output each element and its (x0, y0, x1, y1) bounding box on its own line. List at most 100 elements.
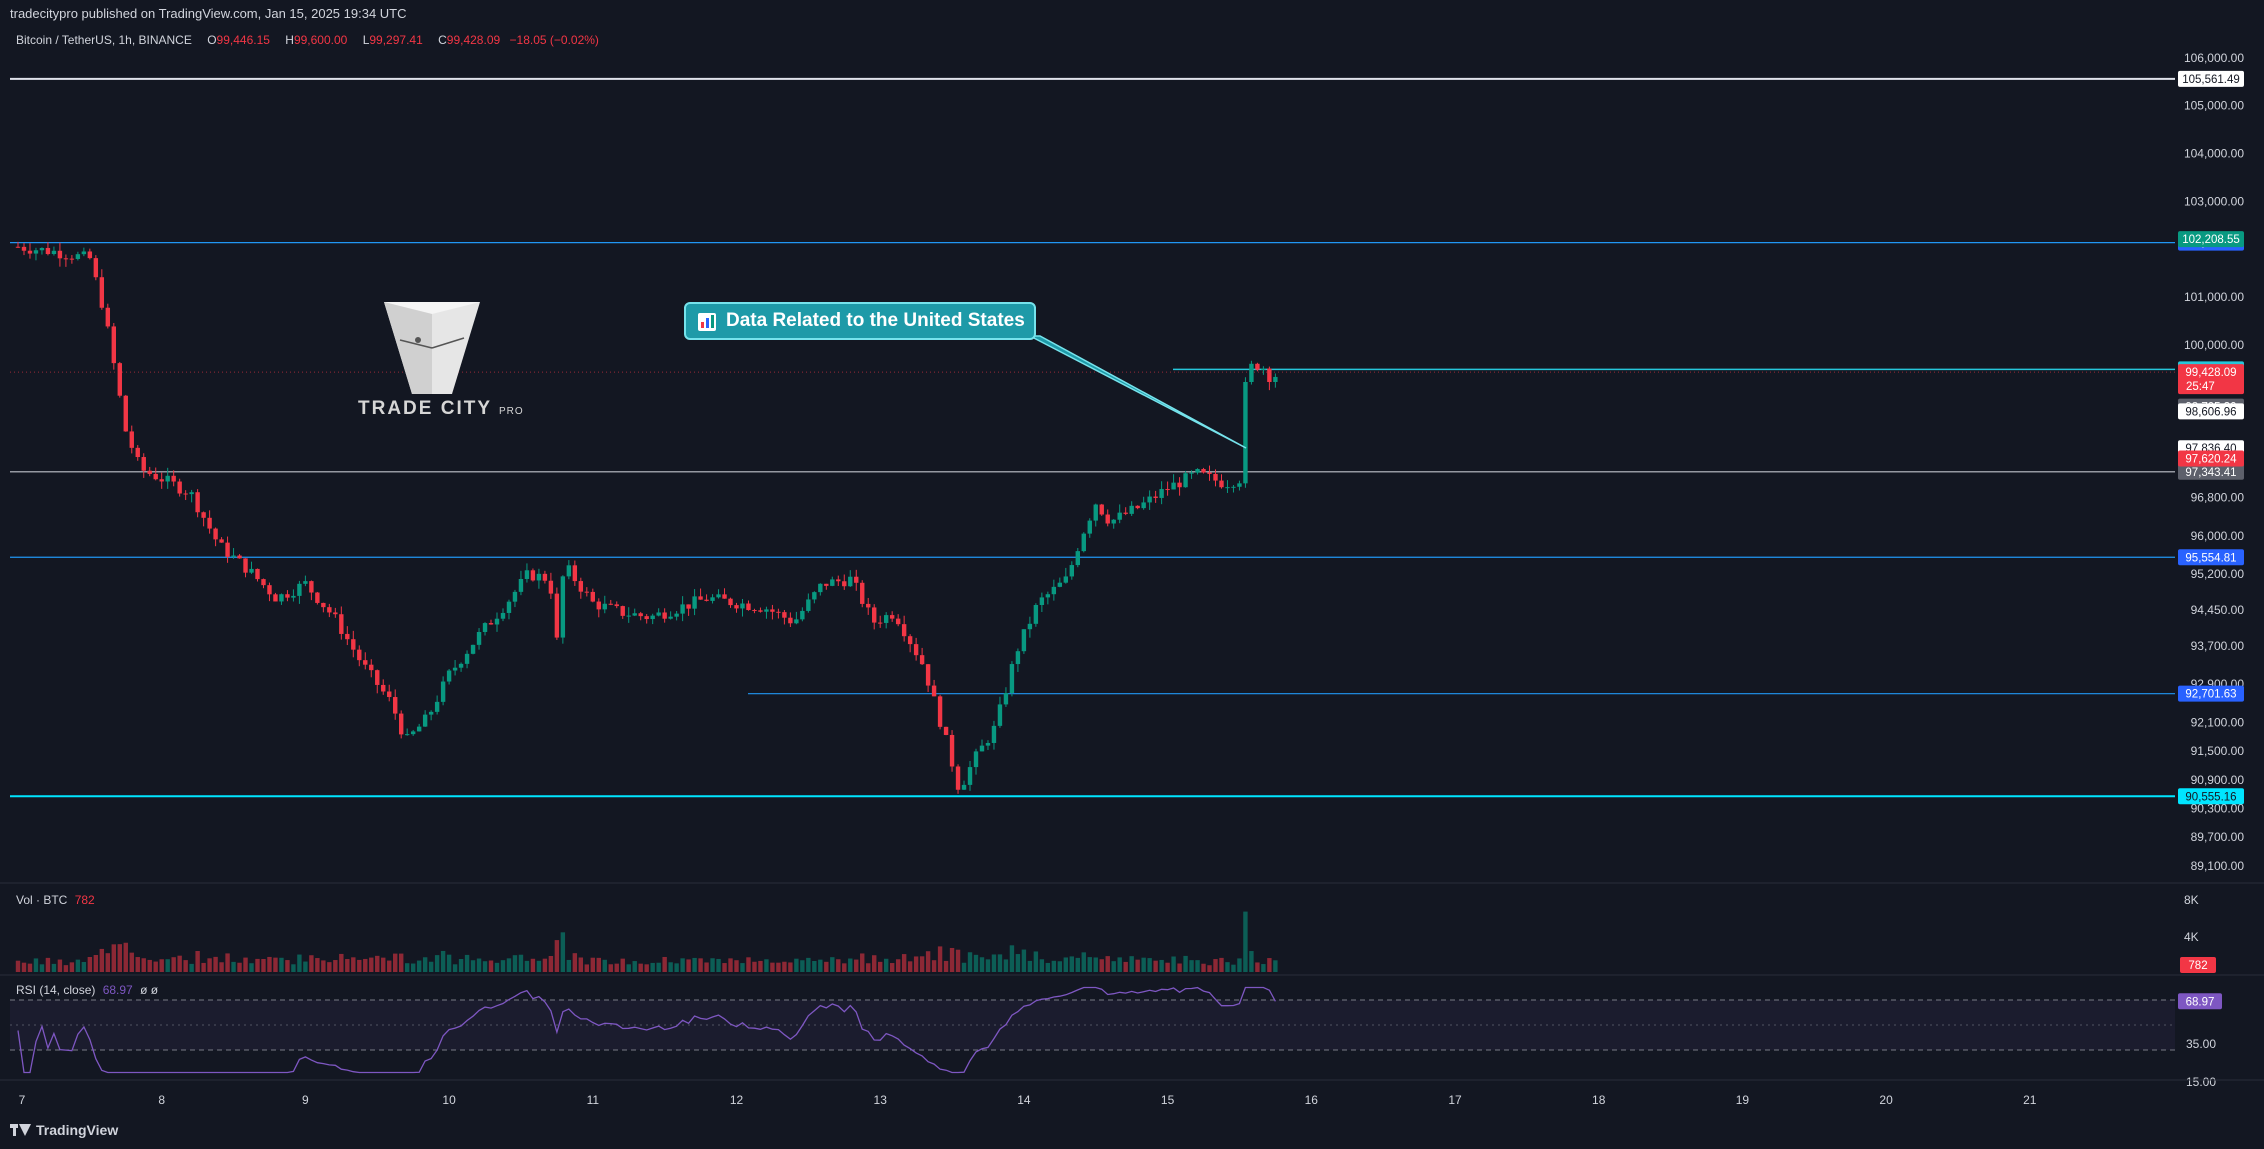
volume-bar (752, 961, 757, 972)
candle (1123, 507, 1128, 516)
candle-body (1021, 629, 1027, 652)
candle (273, 592, 278, 602)
publisher-line: tradecitypro published on TradingView.co… (10, 6, 407, 21)
candle-body (961, 784, 967, 790)
candle-body (836, 579, 841, 582)
volume-bar (997, 954, 1003, 972)
volume-bar (680, 958, 685, 972)
candle (1045, 591, 1051, 605)
candle-body (937, 696, 943, 727)
volume-bar (476, 958, 482, 972)
candle (1189, 470, 1194, 479)
candle-body (482, 623, 488, 632)
tradingview-footer[interactable]: TradingView (10, 1122, 118, 1138)
candle (740, 598, 745, 617)
candle-body (225, 542, 230, 557)
candle (333, 607, 338, 618)
candle (440, 676, 446, 706)
open-label: O (207, 33, 217, 47)
candle (590, 588, 595, 603)
volume-bar (345, 959, 350, 972)
candle (979, 739, 985, 752)
candle-body (848, 576, 853, 587)
candle-body (1159, 489, 1164, 498)
candle-body (1051, 586, 1057, 595)
volume-bar (327, 962, 332, 972)
annotation-callout[interactable]: Data Related to the United States (684, 302, 1036, 340)
candle-body (991, 725, 997, 743)
candle (1099, 503, 1104, 516)
symbol-line[interactable]: Bitcoin / TetherUS, 1h, BINANCE (16, 33, 192, 47)
rsi-legend[interactable]: RSI (14, close) 68.97 ø ø (16, 983, 158, 997)
volume-bar (1063, 957, 1069, 972)
candle-body (800, 610, 805, 620)
candle (15, 241, 21, 248)
candle-body (704, 599, 709, 601)
volume-bar (225, 953, 230, 972)
horizontal-lines-layer (10, 77, 2175, 798)
candle-body (728, 598, 733, 606)
candle-body (578, 581, 584, 592)
volume-bar (842, 963, 847, 972)
candle-body (422, 714, 428, 727)
candle (842, 574, 847, 590)
candle-body (770, 609, 775, 612)
candle (201, 511, 206, 527)
candle-body (15, 246, 21, 248)
candle (1165, 481, 1170, 496)
candle (656, 608, 661, 617)
volume-bar (303, 961, 308, 972)
candle-body (279, 594, 284, 602)
candle (87, 248, 93, 260)
candle (943, 726, 949, 736)
candle-body (261, 579, 266, 586)
volume-bar (243, 957, 248, 972)
rsi-tag: 68.97 (2186, 996, 2215, 1008)
volume-bar (824, 961, 829, 972)
candle-body (321, 602, 326, 608)
candle-body (488, 623, 494, 625)
volume-bar (267, 956, 272, 972)
volume-legend[interactable]: Vol · BTC 782 (16, 893, 95, 907)
time-axis-layer: 7 8 9 10 11 12 13 14 15 16 17 18 19 20 21 (19, 1093, 2037, 1107)
volume-bar (650, 962, 655, 972)
candle (632, 608, 637, 617)
volume-bar (985, 959, 991, 972)
candle-body (1027, 623, 1033, 630)
volume-bar (1147, 958, 1152, 972)
volume-bar (494, 962, 500, 972)
footer-brand: TradingView (36, 1122, 119, 1138)
candle (81, 247, 87, 257)
candle (117, 361, 122, 398)
volume-tag-bg (2180, 957, 2216, 973)
candle (249, 561, 254, 574)
candle-body (1123, 512, 1128, 514)
candle-body (614, 604, 619, 607)
volume-bar (1093, 957, 1098, 972)
price-tick-label: 95,200.00 (2191, 567, 2245, 581)
candle (644, 614, 649, 624)
price-tick-label: 90,900.00 (2191, 773, 2245, 787)
rsi-line (17, 986, 1276, 1074)
candle (824, 583, 829, 590)
volume-bar (913, 956, 919, 972)
high-label: H (285, 33, 294, 47)
candle-body (830, 579, 835, 586)
candle-body (626, 615, 631, 617)
candle (506, 599, 512, 620)
candle-body (1135, 505, 1140, 509)
volume-bar (830, 957, 835, 972)
candle (422, 710, 428, 727)
volume-bar (668, 962, 673, 972)
candle-body (1015, 651, 1021, 665)
volume-bar (901, 954, 907, 972)
candle (482, 622, 488, 636)
price-line-tag: 97,343.41 (2185, 467, 2236, 479)
candle (291, 589, 296, 602)
volume-bar (422, 957, 428, 972)
candle (650, 613, 655, 625)
candle-body (967, 767, 973, 785)
candle-body (668, 616, 673, 619)
candle-body (494, 618, 500, 625)
